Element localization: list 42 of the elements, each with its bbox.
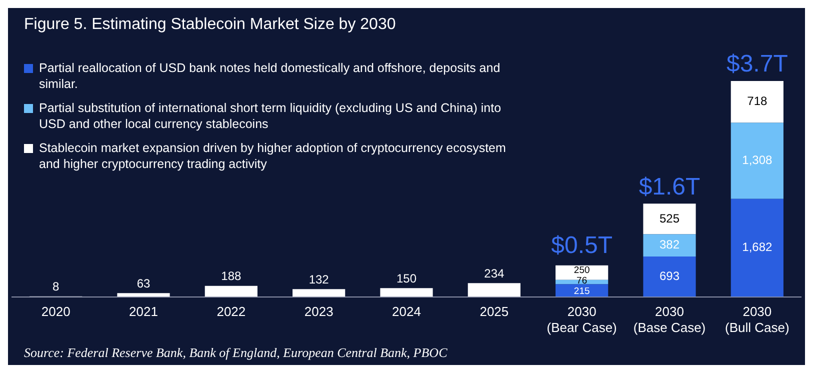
data-label: 693 [659,268,680,283]
bar [643,256,696,297]
x-tick-label: 2030 (Base Case) [633,304,706,335]
data-label: 718 [747,94,768,108]
data-label: 8 [52,280,60,294]
bar [292,289,346,297]
data-label: 132 [308,272,330,286]
bar [730,122,784,199]
data-label: 215 [574,286,590,298]
x-tick-label: 2024 [392,304,421,320]
x-tick-label: 2030 (Bull Case) [725,304,790,335]
x-tick-label: 2022 [216,304,246,320]
bar [117,293,170,297]
data-label: 63 [136,276,150,290]
bar [643,234,696,256]
source-note: Source: Federal Reserve Bank, Bank of England, European Central Bank, PBOC [24,345,448,361]
x-tick-label: 2030 (Bear Case) [546,304,617,335]
x-tick-label: 2020 [41,304,70,320]
bar [643,204,696,234]
x-tick-label: 2023 [304,304,334,320]
total-label: $0.5T [551,232,613,260]
data-label: 188 [221,269,242,284]
data-label: 1,682 [742,240,773,254]
x-tick-label: 2025 [480,304,509,320]
data-label: 150 [396,271,417,286]
bar [204,286,258,297]
data-label: 250 [574,265,590,276]
total-label: $1.6T [638,173,701,200]
total-label: $3.7T [726,50,788,78]
legend-label: Partial substitution of international short term liquidity (excluding US and China) into USD and other local currency stablecoins [39,100,502,132]
x-tick-label: 2021 [129,304,158,320]
bar [380,288,433,297]
data-label: 525 [659,211,680,226]
bar [468,283,520,297]
legend-label: Partial reallocation of USD bank notes held domestically and offshore, deposits and similar. [39,60,502,92]
legend-label: Stablecoin market expansion driven by higher adoption of cryptocurrency ecosystem and higher cryptocurrency trading activity [39,140,507,172]
chart-title: Figure 5. Estimating Stablecoin Market Size by 2030 [24,16,396,34]
bar [730,80,784,123]
bar [730,198,784,297]
data-label: 382 [659,238,680,252]
data-label: 234 [484,266,504,280]
data-label: 1,308 [742,153,773,168]
